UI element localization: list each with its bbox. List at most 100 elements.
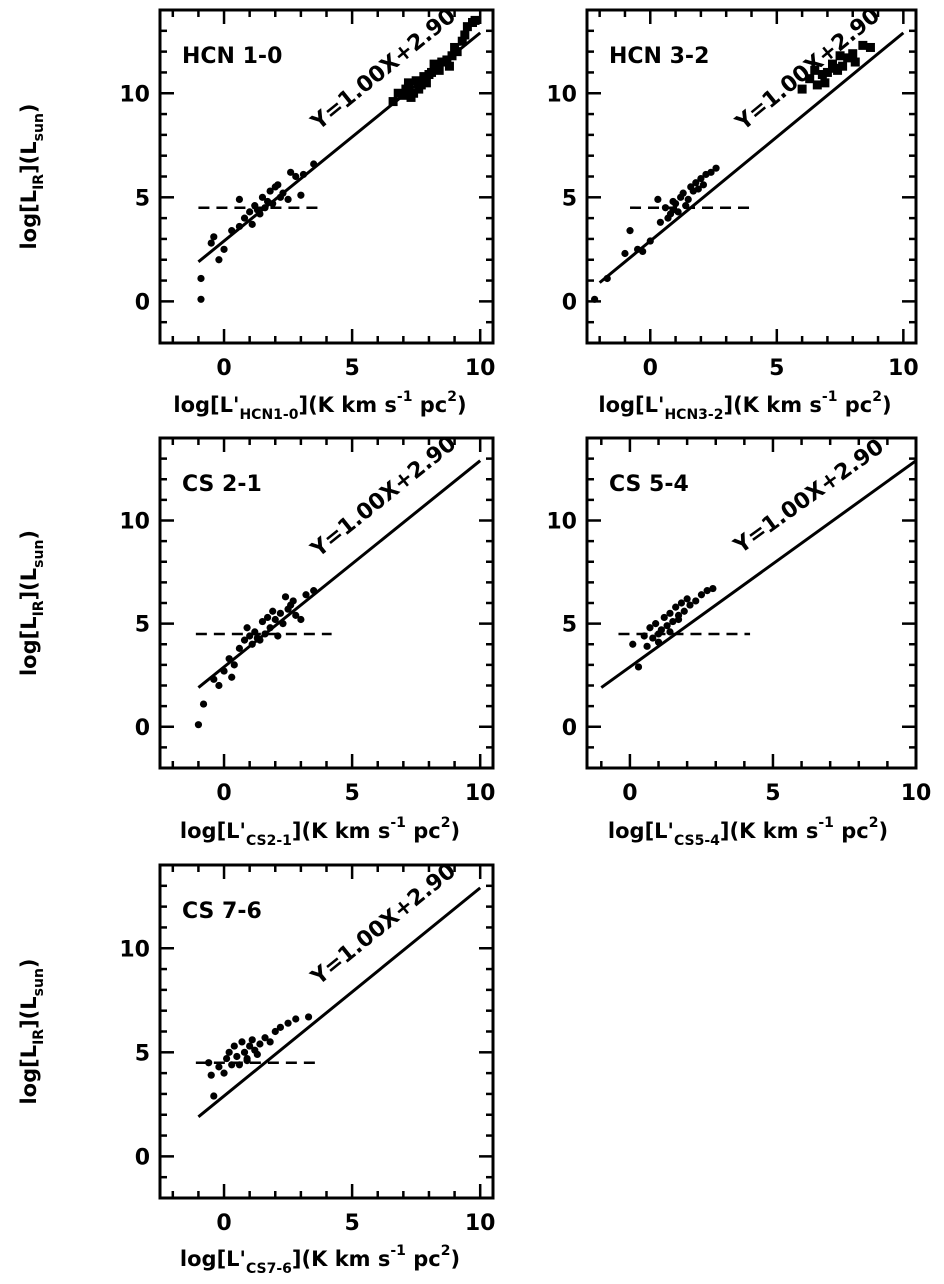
x-axis-label-sup: -1: [390, 815, 406, 831]
data-point: [207, 239, 215, 247]
data-point: [207, 1071, 215, 1079]
data-point: [199, 700, 208, 708]
x-tick-label: 5: [344, 356, 359, 381]
data-point: [215, 256, 223, 264]
x-axis-label-text: ): [882, 393, 892, 417]
data-point: [284, 195, 292, 203]
x-tick-label: 10: [888, 356, 919, 381]
data-point-square: [437, 57, 447, 67]
data-point-square: [393, 88, 403, 98]
data-point: [228, 673, 236, 681]
data-point-square: [817, 70, 827, 80]
data-point: [269, 607, 277, 615]
x-axis-label-text: log[L': [173, 393, 239, 417]
data-point-square: [460, 30, 470, 40]
data-point: [271, 1027, 279, 1036]
data-point-square: [409, 88, 419, 98]
data-point: [279, 189, 287, 197]
data-point-square: [442, 55, 452, 65]
x-axis-label-sup: 2: [441, 815, 451, 831]
y-tick-label: 5: [135, 613, 150, 638]
data-point: [629, 640, 637, 648]
data-point-square: [797, 84, 807, 94]
data-point: [712, 164, 720, 172]
data-point: [263, 613, 272, 622]
x-axis-label: log[L'CS7-6](K km s-1 pc2): [180, 1243, 460, 1277]
x-axis-label: log[L'CS5-4](K km s-1 pc2): [608, 815, 888, 849]
x-axis-label-text: pc: [412, 393, 447, 417]
x-axis-label: log[L'HCN1-0](K km s-1 pc2): [173, 389, 466, 423]
data-point: [266, 624, 274, 632]
data-point: [248, 1036, 256, 1044]
y-axis-label-sub: IR: [31, 1029, 47, 1045]
data-point: [621, 249, 629, 258]
y-axis-label: log[LIR](Lsun): [17, 530, 47, 676]
data-point: [228, 1061, 236, 1069]
x-tick-label: 0: [216, 356, 231, 381]
x-axis-label-sup: -1: [397, 389, 413, 405]
data-point: [269, 199, 277, 208]
panel-label: HCN 3-2: [609, 44, 709, 69]
data-point: [243, 624, 251, 632]
x-axis-label-sup: 2: [869, 815, 879, 831]
data-point: [297, 191, 305, 199]
data-point: [656, 218, 664, 226]
data-point-square: [820, 78, 830, 88]
data-point-square: [848, 49, 858, 59]
y-axis-label: log[LIR](Lsun): [17, 958, 47, 1104]
data-point: [699, 181, 708, 189]
data-point: [235, 1061, 244, 1069]
x-tick-label: 0: [622, 781, 637, 806]
y-axis-label-text: log[L: [17, 616, 41, 676]
data-point: [709, 584, 717, 593]
data-point: [297, 615, 305, 624]
y-tick-label: 10: [119, 82, 150, 107]
y-axis-label-text: ](L: [17, 141, 41, 174]
data-point: [663, 622, 671, 630]
data-point-square: [427, 67, 437, 77]
y-tick-label: 0: [562, 290, 577, 315]
data-point: [672, 603, 680, 611]
data-point: [246, 1042, 254, 1050]
data-point: [649, 634, 657, 642]
data-point: [210, 233, 218, 241]
data-point: [281, 593, 290, 601]
data-point: [654, 638, 663, 646]
x-axis-label-text: ](K km s: [292, 1247, 390, 1271]
x-axis-label-text: ): [450, 1247, 460, 1271]
data-point: [310, 587, 318, 595]
data-point: [197, 295, 205, 303]
data-point: [215, 681, 223, 690]
y-axis-label-text: ](L: [17, 568, 41, 601]
data-point-square: [810, 65, 820, 75]
data-point-square: [447, 51, 457, 61]
fit-line: [197, 886, 482, 1118]
x-axis-label-sub: HCN1-0: [239, 407, 298, 423]
data-point-square: [421, 78, 431, 88]
x-axis-label-sub: CS2-1: [246, 833, 292, 849]
y-tick-label: 5: [135, 186, 150, 211]
data-point: [302, 591, 310, 599]
data-point: [274, 632, 282, 640]
data-point-square: [419, 72, 429, 82]
y-axis-label-sub: IR: [31, 600, 47, 616]
data-point: [253, 634, 261, 642]
data-point-square: [429, 59, 439, 69]
y-axis-label-text: ): [17, 958, 41, 968]
fit-line: [600, 459, 917, 689]
x-axis-label-text: pc: [837, 393, 872, 417]
x-axis-label-text: log[L': [180, 1247, 246, 1271]
y-axis-label-text: ): [17, 530, 41, 540]
y-axis-label-sub: sun: [31, 113, 47, 141]
data-point: [238, 1038, 246, 1046]
x-axis-label-text: ): [457, 393, 467, 417]
y-tick-label: 10: [546, 510, 577, 535]
data-point-square: [850, 57, 860, 67]
y-tick-label: 0: [562, 716, 577, 741]
data-point: [640, 632, 648, 640]
data-point-square: [805, 74, 815, 84]
data-point: [284, 1019, 292, 1027]
data-point: [634, 663, 643, 671]
x-axis-label: log[L'CS2-1](K km s-1 pc2): [180, 815, 460, 849]
